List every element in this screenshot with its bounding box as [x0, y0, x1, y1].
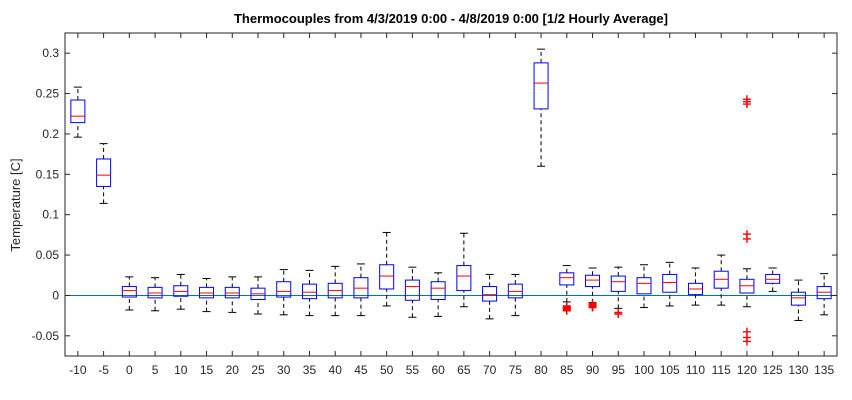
x-tick-label: 100 [634, 363, 654, 377]
box-iqr [585, 274, 601, 288]
x-tick-label: 10 [174, 363, 188, 377]
box-iqr [790, 291, 806, 306]
plot-area: -0.05 0 0.05 0.1 0.15 0.2 0.25 0.3 -10 -5 0 5 10 15 20… [32, 32, 838, 377]
y-tick-label: 0.2 [42, 127, 59, 141]
box-iqr [559, 272, 575, 286]
outlier-point [742, 95, 751, 104]
box-iqr [96, 158, 112, 187]
x-tick-label: 130 [788, 363, 808, 377]
x-tick-label: 50 [380, 363, 394, 377]
y-tick-label: 0.15 [36, 167, 60, 181]
box-iqr [533, 62, 549, 110]
y-axis-label: Temperature [C] [8, 158, 23, 251]
x-tick-label: 5 [152, 363, 159, 377]
box-iqr [430, 281, 446, 300]
outlier-point [614, 310, 623, 319]
outlier-point [742, 230, 751, 239]
outlier-point [742, 337, 751, 346]
x-tick-label: 20 [226, 363, 240, 377]
chart-title: Thermocouples from 4/3/2019 0:00 - 4/8/2… [234, 11, 668, 26]
x-tick-label: 125 [763, 363, 783, 377]
x-tick-label: -5 [98, 363, 109, 377]
box-iqr [404, 279, 420, 301]
x-tick-label: -10 [69, 363, 87, 377]
box-iqr [301, 283, 317, 300]
x-tick-label: 0 [126, 363, 133, 377]
box-iqr [121, 286, 137, 298]
x-tick-label: 70 [483, 363, 497, 377]
x-tick-label: 25 [251, 363, 265, 377]
x-tick-label: 45 [354, 363, 368, 377]
x-tick-label: 60 [431, 363, 445, 377]
box-iqr [70, 99, 86, 124]
y-tick-label: 0.05 [36, 248, 60, 262]
outlier-point [588, 303, 597, 312]
x-tick-label: 85 [560, 363, 574, 377]
x-tick-label: 115 [712, 363, 731, 377]
x-tick-label: 75 [509, 363, 523, 377]
box-iqr [610, 275, 626, 292]
x-tick-label: 95 [612, 363, 626, 377]
y-tick-label: 0.3 [42, 46, 59, 60]
x-tick-label: 80 [534, 363, 548, 377]
y-tick-label: 0 [52, 288, 59, 302]
y-tick-label: -0.05 [32, 329, 60, 343]
box-iqr [276, 281, 292, 298]
box-iqr [662, 273, 678, 293]
x-tick-label: 110 [686, 363, 705, 377]
axes-frame [64, 32, 838, 357]
y-tick-label: 0.25 [36, 87, 60, 101]
outlier-point [562, 306, 571, 315]
x-tick-label: 35 [303, 363, 317, 377]
x-tick-label: 55 [406, 363, 420, 377]
box-iqr [636, 277, 652, 295]
box-iqr [482, 286, 498, 302]
box-iqr [456, 265, 472, 292]
x-tick-label: 105 [660, 363, 680, 377]
y-tick-label: 0.1 [42, 208, 59, 222]
x-tick-label: 30 [277, 363, 291, 377]
x-tick-label: 90 [586, 363, 600, 377]
x-tick-label: 65 [457, 363, 471, 377]
x-tick-label: 135 [814, 363, 834, 377]
x-tick-label: 40 [329, 363, 343, 377]
box-iqr [379, 264, 395, 290]
x-tick-label: 15 [200, 363, 214, 377]
x-tick-label: 120 [737, 363, 757, 377]
